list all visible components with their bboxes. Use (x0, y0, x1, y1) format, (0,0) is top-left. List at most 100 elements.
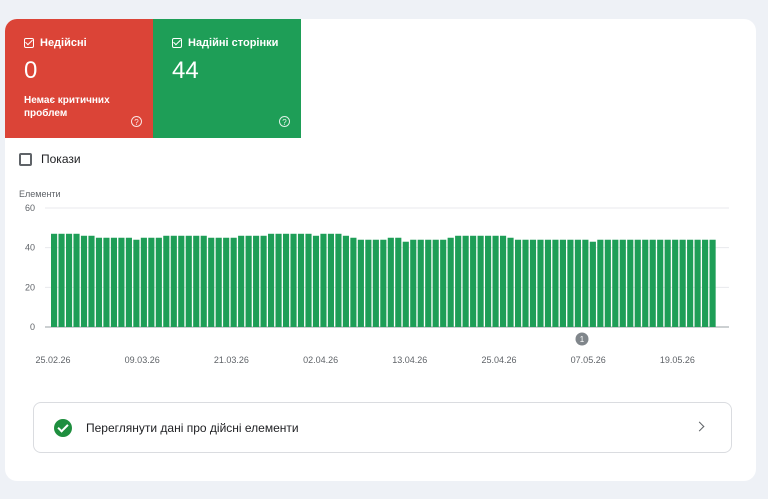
bar (395, 237, 402, 327)
bar (694, 239, 701, 327)
bar (522, 239, 529, 327)
bar (350, 237, 357, 327)
bar (492, 235, 499, 327)
bar (589, 241, 596, 327)
bar (290, 233, 297, 327)
bar (133, 239, 140, 327)
x-tick-label: 07.05.26 (571, 355, 606, 365)
bar (275, 233, 282, 327)
y-tick-label: 60 (25, 203, 35, 213)
bar (58, 233, 65, 327)
bar (687, 239, 694, 327)
y-tick-label: 40 (25, 243, 35, 253)
bar (470, 235, 477, 327)
bar (88, 235, 95, 327)
bar (297, 233, 305, 327)
bar (567, 239, 574, 327)
bar (208, 237, 215, 327)
bar (253, 235, 260, 327)
checkbox-checked-icon[interactable] (172, 38, 182, 48)
bar (103, 237, 110, 327)
y-tick-label: 20 (25, 282, 35, 292)
bar (544, 239, 552, 327)
x-tick-label: 13.04.26 (392, 355, 427, 365)
chevron-right-icon (694, 421, 705, 432)
bar (65, 233, 73, 327)
items-bar-chart: Елементи 0 20 40 60 25.02.26 09.03.26 21.03.26 0… (19, 189, 729, 365)
bar (51, 233, 58, 327)
bar (140, 237, 147, 327)
bar (95, 237, 103, 327)
bar (380, 239, 387, 327)
checkbox-checked-icon[interactable] (24, 38, 34, 48)
bar (447, 237, 454, 327)
x-tick-label: 25.04.26 (481, 355, 516, 365)
annotation-marker (575, 332, 589, 346)
help-circle-icon[interactable]: ? (279, 116, 290, 127)
bar (357, 239, 364, 327)
bar (305, 233, 312, 327)
bar (507, 237, 514, 327)
view-valid-items-link[interactable]: Переглянути дані про дійсні елементи (33, 402, 732, 453)
bar (634, 239, 641, 327)
bar (649, 239, 656, 327)
checkbox-unchecked-icon[interactable] (19, 152, 32, 166)
x-tick-label: 02.04.26 (303, 355, 338, 365)
bar (462, 235, 469, 327)
bar (387, 237, 394, 327)
bar (612, 239, 619, 327)
bar (597, 239, 604, 327)
bar (163, 235, 170, 327)
impressions-toggle[interactable]: Покази (19, 152, 81, 166)
invalid-tile[interactable]: Недійсні 0 Немає критичних проблем ? (5, 19, 153, 138)
valid-tile-header: Надійні сторінки (172, 37, 301, 49)
bar (664, 239, 671, 327)
bar (200, 235, 207, 327)
bar (574, 239, 581, 327)
bar (657, 239, 664, 327)
x-tick-label: 09.03.26 (125, 355, 160, 365)
help-circle-icon[interactable]: ? (131, 116, 142, 127)
bar (223, 237, 230, 327)
invalid-subtext: Немає критичних проблем (24, 95, 110, 119)
coverage-card: Недійсні 0 Немає критичних проблем ? Над… (5, 19, 756, 481)
bar (514, 239, 522, 327)
bar (80, 235, 88, 327)
bar (485, 235, 492, 327)
bar (425, 239, 432, 327)
bar (410, 239, 417, 327)
invalid-count: 0 (24, 57, 38, 84)
bar (320, 233, 327, 327)
x-tick-label: 21.03.26 (214, 355, 249, 365)
bar (529, 239, 537, 327)
x-tick-label: 25.02.26 (35, 355, 70, 365)
bar (440, 239, 447, 327)
bar (552, 239, 559, 327)
bar (170, 235, 177, 327)
bar (282, 233, 290, 327)
valid-tile-label: Надійні сторінки (188, 37, 279, 49)
bar (709, 239, 716, 327)
y-axis-label: Елементи (19, 189, 61, 199)
bar (245, 235, 252, 327)
bar (215, 237, 222, 327)
bar (110, 237, 118, 327)
bar (402, 241, 409, 327)
bar (342, 235, 349, 327)
y-tick-label: 0 (30, 322, 35, 332)
impressions-label: Покази (41, 152, 81, 166)
bar (193, 235, 200, 327)
bar (477, 235, 484, 327)
valid-tile[interactable]: Надійні сторінки 44 ? (153, 19, 301, 138)
bar (642, 239, 649, 327)
invalid-tile-header: Недійсні (24, 37, 153, 49)
view-valid-items-label: Переглянути дані про дійсні елементи (86, 420, 299, 435)
bar (432, 239, 439, 327)
bar (335, 233, 342, 327)
bar (238, 235, 245, 327)
valid-count: 44 (172, 57, 199, 84)
bar (327, 233, 335, 327)
bar (268, 233, 275, 327)
bar (702, 239, 709, 327)
bar (260, 235, 267, 327)
